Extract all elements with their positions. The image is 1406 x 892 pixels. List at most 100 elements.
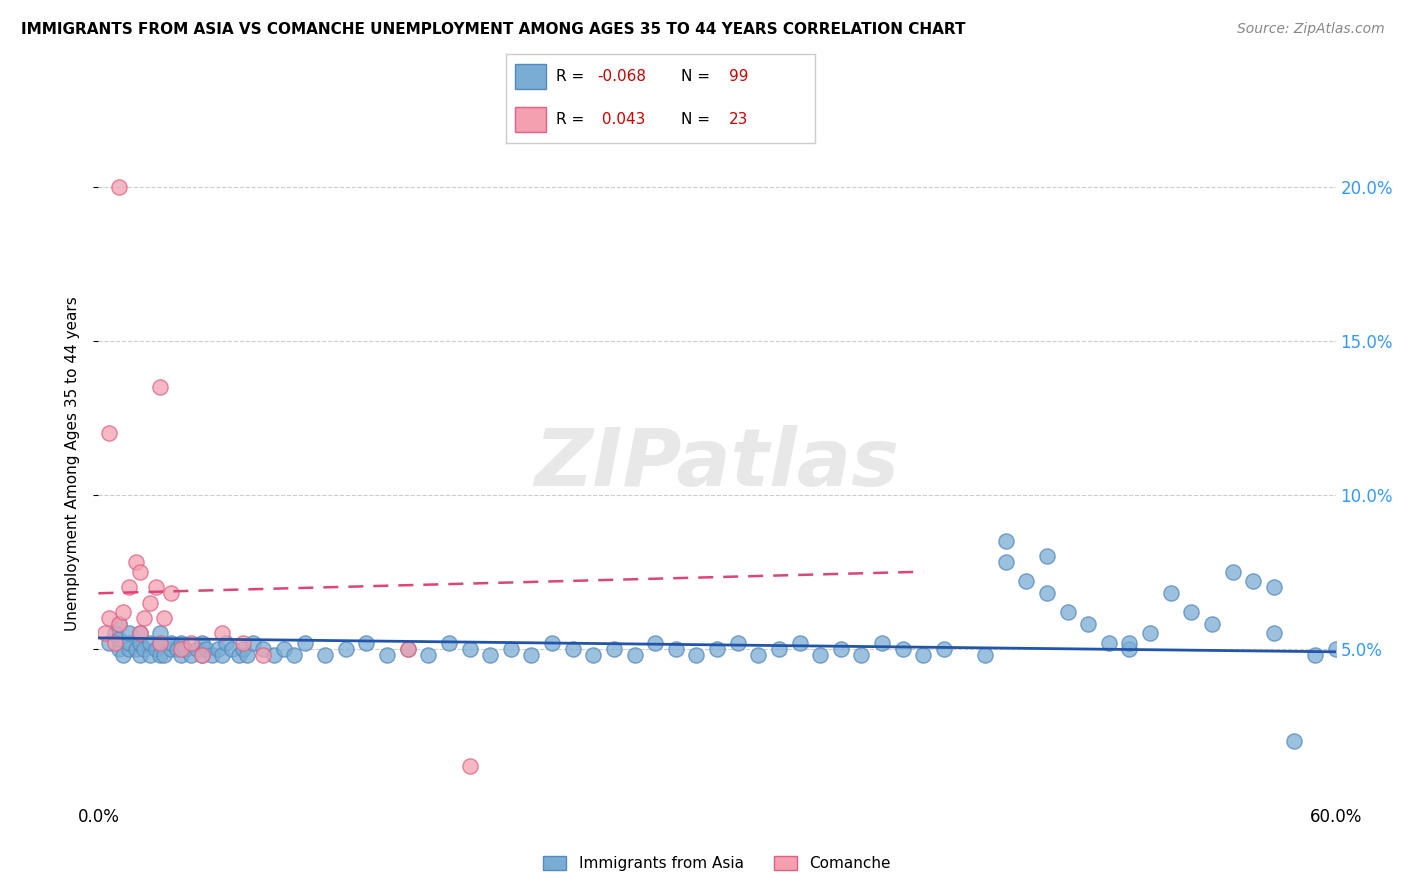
Point (1098, 635, 1121, 649)
Point (104, 635, 127, 649)
Text: R =: R = (555, 69, 589, 84)
Point (851, 648, 873, 662)
Point (1324, 641, 1347, 656)
Point (118, 635, 141, 649)
Point (228, 648, 250, 662)
Point (166, 641, 188, 656)
Point (1118, 635, 1140, 649)
Point (232, 641, 254, 656)
Point (108, 617, 131, 632)
Text: IMMIGRANTS FROM ASIA VS COMANCHE UNEMPLOYMENT AMONG AGES 35 TO 44 YEARS CORRELAT: IMMIGRANTS FROM ASIA VS COMANCHE UNEMPLO… (21, 22, 966, 37)
Point (242, 635, 264, 649)
Point (520, 648, 543, 662)
Point (1284, 734, 1306, 748)
Point (159, 586, 181, 600)
Point (190, 648, 212, 662)
Point (356, 635, 378, 649)
Point (1263, 626, 1285, 640)
Point (97, 425, 120, 440)
Point (215, 635, 238, 649)
Point (706, 641, 728, 656)
Point (1036, 549, 1059, 564)
Point (180, 648, 202, 662)
Point (314, 648, 336, 662)
Bar (516, 64, 547, 89)
Point (211, 648, 233, 662)
Text: 99: 99 (728, 69, 748, 84)
Text: R =: R = (555, 112, 593, 128)
Point (139, 635, 162, 649)
Point (789, 635, 811, 649)
Point (603, 641, 626, 656)
Point (912, 648, 935, 662)
Point (132, 611, 155, 625)
Point (112, 605, 135, 619)
Point (252, 648, 274, 662)
Point (891, 641, 914, 656)
Point (236, 648, 259, 662)
Point (499, 641, 522, 656)
Point (458, 759, 481, 773)
Point (479, 648, 502, 662)
Point (128, 626, 150, 640)
Point (139, 648, 162, 662)
Point (139, 595, 162, 609)
Point (396, 641, 419, 656)
Point (108, 632, 131, 647)
Point (294, 635, 316, 649)
Point (97, 635, 120, 649)
Point (93, 626, 115, 640)
Point (190, 648, 212, 662)
Point (283, 648, 305, 662)
Point (1118, 641, 1140, 656)
Point (541, 635, 564, 649)
Point (1036, 586, 1059, 600)
Point (186, 641, 208, 656)
Point (1263, 580, 1285, 594)
Point (870, 635, 893, 649)
Point (1222, 565, 1244, 579)
Point (170, 635, 193, 649)
Point (153, 611, 176, 625)
Text: Source: ZipAtlas.com: Source: ZipAtlas.com (1237, 22, 1385, 37)
Point (644, 635, 666, 649)
Point (1303, 648, 1326, 662)
Point (994, 556, 1017, 570)
Point (727, 635, 749, 649)
Point (132, 641, 155, 656)
Point (747, 648, 769, 662)
Point (232, 635, 254, 649)
Point (1160, 586, 1182, 600)
Point (1077, 617, 1099, 632)
Text: 0.043: 0.043 (598, 112, 645, 128)
Bar (516, 107, 547, 132)
Point (174, 641, 197, 656)
Point (808, 648, 831, 662)
Point (108, 179, 131, 194)
Point (145, 641, 167, 656)
Point (170, 641, 193, 656)
Point (1056, 605, 1078, 619)
Point (190, 635, 212, 649)
Point (1201, 617, 1223, 632)
Point (685, 648, 707, 662)
Legend: Immigrants from Asia, Comanche: Immigrants from Asia, Comanche (537, 850, 897, 878)
Point (252, 641, 274, 656)
Point (128, 635, 150, 649)
Point (128, 648, 150, 662)
Point (108, 617, 131, 632)
Text: ZIPatlas: ZIPatlas (534, 425, 900, 503)
Point (97, 611, 120, 625)
Text: -0.068: -0.068 (598, 69, 647, 84)
Point (437, 635, 460, 649)
Point (149, 635, 172, 649)
Point (118, 580, 141, 594)
Point (149, 626, 172, 640)
Point (221, 641, 243, 656)
Point (974, 648, 997, 662)
Point (180, 635, 202, 649)
Point (118, 641, 141, 656)
Point (830, 641, 852, 656)
Point (1139, 626, 1161, 640)
Point (211, 626, 233, 640)
